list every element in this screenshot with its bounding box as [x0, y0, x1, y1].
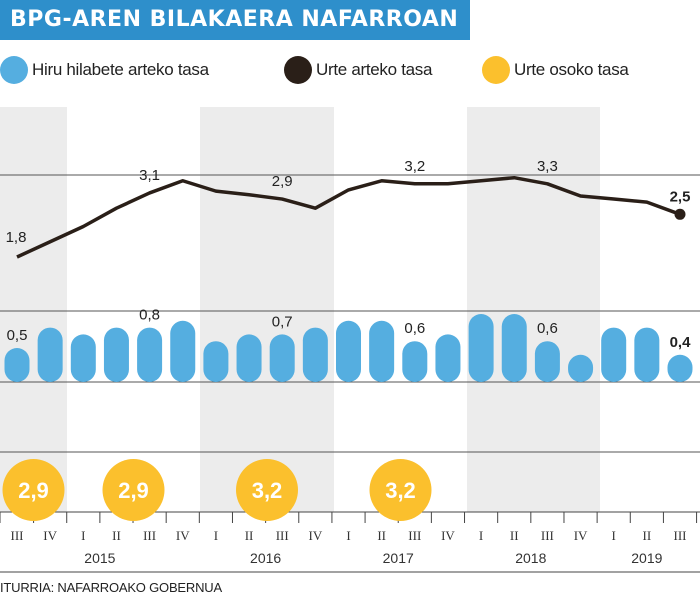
- legend-label-quarterly: Hiru hilabete arteko tasa: [32, 60, 209, 79]
- year-band: [200, 107, 334, 512]
- annual-rate-label: 2,9: [118, 478, 149, 503]
- bar-data-label: 0,7: [272, 313, 293, 330]
- quarter-tick-label: I: [214, 528, 218, 543]
- year-label: 2017: [383, 550, 414, 566]
- annual-rate-label: 3,2: [252, 478, 283, 503]
- quarterly-bar: [70, 334, 96, 382]
- quarterly-bar: [634, 327, 660, 382]
- line-data-label: 2,5: [670, 188, 691, 205]
- bar-data-label: 0,6: [404, 320, 425, 337]
- quarter-tick-label: I: [81, 528, 85, 543]
- quarter-tick-label: II: [245, 528, 254, 543]
- annual-rate-circle: [2, 459, 65, 521]
- annual-rate-circle: [369, 459, 432, 521]
- quarterly-bar: [37, 327, 63, 382]
- bar-data-label: 0,5: [7, 327, 28, 344]
- quarter-tick-label: III: [276, 528, 289, 543]
- quarterly-bar: [269, 334, 295, 382]
- year-label: 2015: [84, 550, 115, 566]
- quarter-tick-label: IV: [441, 528, 455, 543]
- quarter-tick-label: III: [541, 528, 554, 543]
- annual-rate-label: 2,9: [18, 478, 49, 503]
- quarterly-bar: [667, 354, 693, 382]
- quarterly-bar: [601, 327, 627, 382]
- bar-data-label: 0,6: [537, 320, 558, 337]
- annual-rate-circle: [236, 459, 298, 521]
- quarter-tick-label: II: [377, 528, 386, 543]
- quarterly-bar: [236, 334, 262, 382]
- quarter-tick-label: II: [643, 528, 652, 543]
- legend-item-quarterly: Hiru hilabete arteko tasa: [0, 56, 209, 84]
- quarterly-bar: [170, 320, 196, 382]
- line-data-label: 3,2: [404, 158, 425, 175]
- quarter-tick-label: IV: [308, 528, 322, 543]
- legend-item-yearly: Urte arteko tasa: [284, 56, 432, 84]
- quarterly-bar: [501, 314, 527, 382]
- line-data-label: 3,3: [537, 158, 558, 175]
- line-data-label: 2,9: [272, 173, 293, 190]
- quarterly-bar: [369, 320, 395, 382]
- quarterly-bar: [402, 341, 428, 382]
- quarterly-bar: [4, 348, 30, 382]
- yearly-rate-endpoint: [674, 208, 686, 220]
- quarter-tick-label: III: [11, 528, 24, 543]
- legend-item-annual: Urte osoko tasa: [482, 56, 629, 84]
- quarterly-bar: [336, 320, 361, 382]
- source-note: ITURRIA: NAFARROAKO GOBERNUA: [0, 580, 222, 595]
- bar-data-label: 0,4: [670, 334, 692, 351]
- quarter-tick-label: II: [510, 528, 519, 543]
- legend-swatch-yearly: [284, 56, 312, 84]
- year-label: 2019: [631, 550, 662, 566]
- quarterly-bar: [468, 314, 494, 382]
- line-data-label: 3,1: [139, 167, 160, 184]
- year-label: 2018: [515, 550, 546, 566]
- quarter-tick-label: III: [408, 528, 421, 543]
- quarter-tick-label: IV: [574, 528, 588, 543]
- quarter-tick-label: III: [143, 528, 156, 543]
- legend-swatch-quarterly: [0, 56, 28, 84]
- annual-rate-circle: [102, 459, 165, 521]
- yearly-rate-line: [16, 175, 681, 259]
- quarterly-bar: [435, 334, 461, 382]
- quarter-tick-label: III: [674, 528, 687, 543]
- legend-label-yearly: Urte arteko tasa: [316, 60, 433, 79]
- quarterly-bar: [302, 327, 328, 382]
- quarter-tick-label: I: [612, 528, 616, 543]
- quarterly-bar: [534, 341, 560, 382]
- quarter-tick-label: IV: [43, 528, 57, 543]
- line-data-label: 1,8: [6, 229, 27, 246]
- quarter-tick-label: I: [479, 528, 483, 543]
- legend-label-annual: Urte osoko tasa: [514, 60, 629, 79]
- quarterly-bar: [137, 327, 163, 382]
- chart-title: BPG-AREN BILAKAERA NAFARROAN: [0, 0, 471, 40]
- year-band: [467, 107, 600, 512]
- quarterly-bar: [103, 327, 129, 382]
- year-label: 2016: [250, 550, 281, 566]
- quarter-tick-label: II: [112, 528, 121, 543]
- legend-swatch-annual: [482, 56, 510, 84]
- year-band: [0, 107, 67, 512]
- legend: Hiru hilabete arteko tasa Urte arteko ta…: [0, 56, 700, 92]
- bar-data-label: 0,8: [139, 307, 160, 324]
- annual-rate-label: 3,2: [385, 478, 416, 503]
- quarter-tick-label: I: [346, 528, 350, 543]
- quarterly-bar: [203, 341, 229, 382]
- quarterly-bar: [568, 354, 594, 382]
- quarter-tick-label: IV: [176, 528, 190, 543]
